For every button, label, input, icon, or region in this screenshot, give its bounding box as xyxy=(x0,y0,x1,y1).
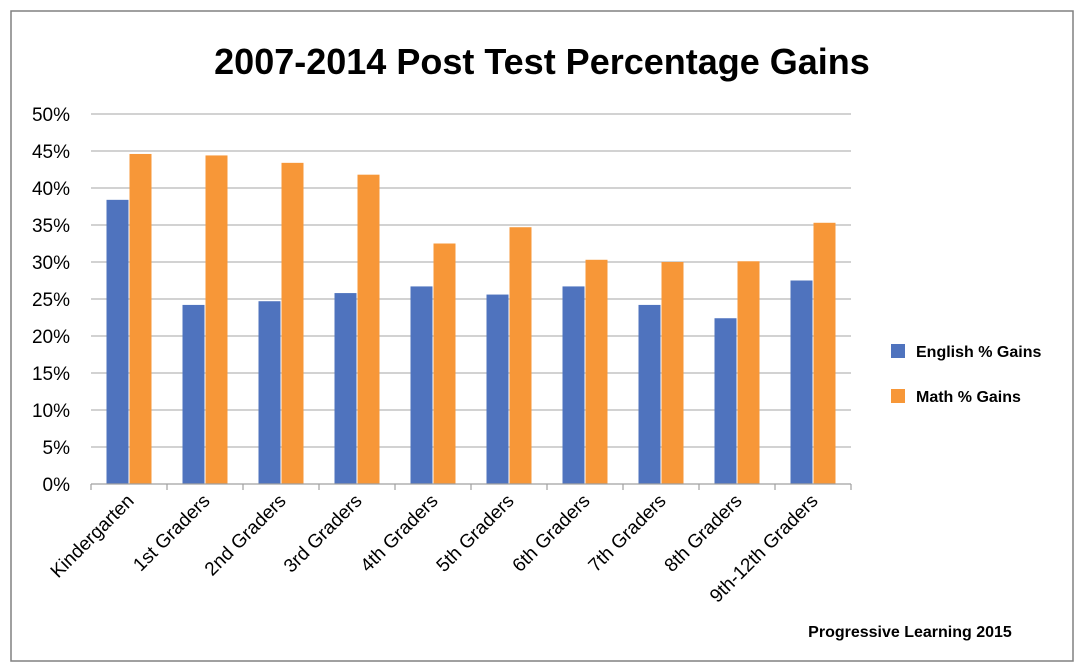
legend-label-english: English % Gains xyxy=(916,344,1041,361)
math-bar xyxy=(585,259,608,484)
y-tick-label: 5% xyxy=(43,438,71,459)
math-bar xyxy=(737,261,760,484)
y-tick-label: 10% xyxy=(32,401,70,422)
legend-swatch-math xyxy=(891,389,905,403)
english-bar xyxy=(790,280,813,484)
y-tick-label: 0% xyxy=(43,475,71,496)
chart-title: 2007-2014 Post Test Percentage Gains xyxy=(214,41,870,82)
english-bar xyxy=(334,293,357,484)
y-tick-label: 35% xyxy=(32,216,70,237)
legend-label-math: Math % Gains xyxy=(916,389,1021,406)
english-bar xyxy=(638,304,661,484)
math-bar xyxy=(433,243,456,484)
y-tick-label: 40% xyxy=(32,179,70,200)
math-bar xyxy=(357,174,380,484)
math-bar xyxy=(509,227,532,484)
y-tick-label: 20% xyxy=(32,327,70,348)
english-bar xyxy=(410,286,433,484)
english-bar xyxy=(182,304,205,484)
source-annotation: Progressive Learning 2015 xyxy=(808,624,1012,641)
legend-swatch-english xyxy=(891,344,905,358)
math-bar xyxy=(281,162,304,484)
bars xyxy=(106,153,836,484)
english-bar xyxy=(258,301,281,484)
x-axis-tick-marks xyxy=(90,484,852,490)
math-bar xyxy=(205,155,228,484)
legend: English % Gains Math % Gains xyxy=(891,344,1041,406)
english-bar xyxy=(106,199,129,484)
y-tick-label: 45% xyxy=(32,142,70,163)
y-tick-label: 30% xyxy=(32,253,70,274)
y-tick-label: 15% xyxy=(32,364,70,385)
math-bar xyxy=(813,222,836,484)
english-bar xyxy=(486,294,509,484)
english-bar xyxy=(562,286,585,484)
y-axis-tick-labels: 0% 5% 10% 15% 20% 25% 30% 35% 40% 45% 50% xyxy=(32,105,70,496)
math-bar xyxy=(129,153,152,484)
y-tick-label: 25% xyxy=(32,290,70,311)
y-tick-label: 50% xyxy=(32,105,70,126)
english-bar xyxy=(714,318,737,484)
math-bar xyxy=(661,262,684,484)
